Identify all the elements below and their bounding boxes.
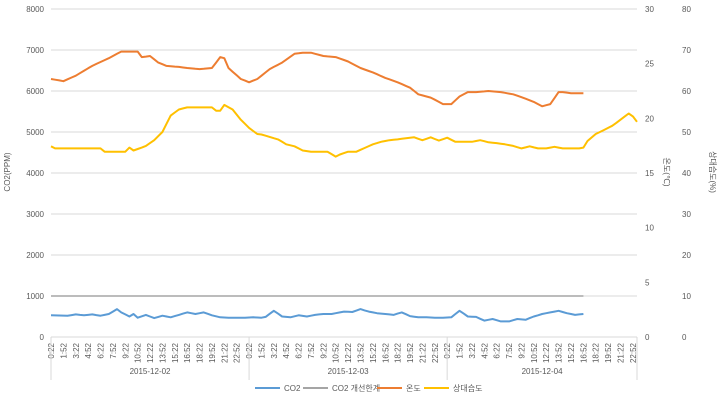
left-axis-tick-label: 4000 — [26, 169, 44, 178]
x-axis-tick-label: 7:52 — [307, 342, 316, 358]
x-axis-tick-label: 12:22 — [344, 342, 353, 363]
legend-label-co2: CO2 — [284, 384, 301, 393]
right-humidity-axis-title: 상대습도(%) — [708, 151, 718, 193]
series-lines — [50, 50, 638, 323]
x-axis-tick-label: 6:22 — [97, 342, 106, 358]
x-axis-tick-label: 21:22 — [616, 342, 625, 363]
x-axis-tick-label: 18:22 — [196, 342, 205, 363]
legend-label-co2-limit: CO2 개선한계 — [332, 383, 380, 393]
right-temperature-tick-label: 25 — [645, 60, 654, 69]
left-axis-tick-label: 3000 — [26, 210, 44, 219]
x-axis-tick-label: 18:22 — [592, 342, 601, 363]
right-humidity-tick-label: 40 — [682, 169, 691, 178]
x-axis-tick-label: 19:52 — [406, 342, 415, 363]
x-axis-tick-label: 4:52 — [84, 342, 93, 358]
x-axis-tick-label: 15:22 — [567, 342, 576, 363]
x-axis-tick-label: 22:52 — [233, 342, 242, 363]
x-axis-tick-label: 1:52 — [456, 342, 465, 358]
x-axis-tick-label: 4:52 — [480, 342, 489, 358]
x-axis-tick-label: 7:52 — [505, 342, 514, 358]
x-axis-tick-label: 10:52 — [332, 342, 341, 363]
x-axis-tick-label: 13:52 — [555, 342, 564, 363]
x-axis-tick-label: 22:52 — [431, 342, 440, 363]
x-axis-tick-label: 3:22 — [270, 342, 279, 358]
x-axis-tick-label: 18:22 — [394, 342, 403, 363]
left-axis-tick-label: 2000 — [26, 251, 44, 260]
x-axis-tick-label: 9:22 — [121, 342, 130, 358]
x-axis-tick-label: 10:52 — [530, 342, 539, 363]
x-axis-tick-label: 13:52 — [158, 342, 167, 363]
x-axis-tick-label: 9:22 — [319, 342, 328, 358]
legend-item-co2: CO2 — [255, 384, 301, 393]
x-axis-tick-label: 12:22 — [542, 342, 551, 363]
x-axis-tick-label: 3:22 — [468, 342, 477, 358]
x-axis-tick-label: 3:22 — [72, 342, 81, 358]
day-label: 2015-12-04 — [522, 367, 563, 376]
x-axis-tick-label: 19:52 — [604, 342, 613, 363]
x-axis-tick-label: 16:52 — [579, 342, 588, 363]
left-axis-title: CO2(PPM) — [3, 152, 12, 191]
right-humidity-tick-label: 20 — [682, 251, 691, 260]
legend-item-temperature: 온도 — [377, 384, 421, 393]
x-axis-tick-label: 6:22 — [295, 342, 304, 358]
right-humidity-axis-ticks: 0 10 20 30 40 50 60 70 80 — [682, 5, 691, 342]
right-humidity-tick-label: 80 — [682, 5, 691, 14]
left-axis-tick-label: 5000 — [26, 128, 44, 137]
series-line-co2 — [50, 308, 584, 323]
x-axis-tick-label: 10:52 — [134, 342, 143, 363]
left-axis-tick-label: 1000 — [26, 292, 44, 301]
x-axis-tick-label: 6:22 — [493, 342, 502, 358]
legend-label-humidity: 상대습도 — [453, 383, 482, 393]
x-axis-tick-label: 15:22 — [369, 342, 378, 363]
legend: CO2 CO2 개선한계 온도 상대습도 — [255, 383, 482, 393]
left-axis-tick-label: 6000 — [26, 87, 44, 96]
right-temperature-tick-label: 5 — [645, 278, 650, 287]
x-axis-tick-label: 16:52 — [381, 342, 390, 363]
legend-item-co2-limit: CO2 개선한계 — [303, 383, 380, 393]
right-temperature-axis-title: 온도(℃) — [662, 157, 671, 186]
left-axis-tick-label: 0 — [40, 333, 45, 342]
x-axis-tick-label: 7:52 — [109, 342, 118, 358]
right-humidity-tick-label: 10 — [682, 292, 691, 301]
legend-label-temperature: 온도 — [406, 384, 421, 393]
right-humidity-tick-label: 60 — [682, 87, 691, 96]
x-axis-tick-label: 16:52 — [183, 342, 192, 363]
x-axis-tick-label: 13:52 — [357, 342, 366, 363]
day-label: 2015-12-03 — [328, 367, 369, 376]
right-humidity-tick-label: 30 — [682, 210, 691, 219]
x-axis-tick-label: 22:52 — [629, 342, 638, 363]
series-line-temperature — [50, 50, 584, 108]
x-axis-tick-label: 21:22 — [418, 342, 427, 363]
x-axis-day-labels: 2015-12-02 2015-12-03 2015-12-04 — [50, 337, 638, 380]
x-axis-ticks: 0:221:523:224:526:227:529:2210:5212:2213… — [47, 342, 638, 363]
right-temperature-tick-label: 15 — [645, 169, 654, 178]
x-axis-tick-label: 15:22 — [171, 342, 180, 363]
series-line-humidity — [50, 103, 638, 158]
left-axis-tick-label: 7000 — [26, 46, 44, 55]
right-humidity-tick-label: 70 — [682, 46, 691, 55]
x-axis-tick-label: 4:52 — [282, 342, 291, 358]
left-axis-tick-label: 8000 — [26, 5, 44, 14]
x-axis-tick-label: 1:52 — [257, 342, 266, 358]
gridlines — [51, 8, 637, 338]
right-temperature-tick-label: 0 — [645, 333, 650, 342]
x-axis-tick-label: 9:22 — [517, 342, 526, 358]
right-temperature-tick-label: 30 — [645, 5, 654, 14]
x-axis-tick-label: 21:22 — [220, 342, 229, 363]
legend-item-humidity: 상대습도 — [424, 383, 482, 393]
right-humidity-tick-label: 0 — [682, 333, 687, 342]
x-axis-tick-label: 12:22 — [146, 342, 155, 363]
right-temperature-tick-label: 10 — [645, 224, 654, 233]
day-label: 2015-12-02 — [130, 367, 171, 376]
right-temperature-tick-label: 20 — [645, 114, 654, 123]
x-axis-tick-label: 1:52 — [59, 342, 68, 358]
right-temperature-axis-ticks: 0 5 10 15 20 25 30 — [645, 5, 654, 342]
right-humidity-tick-label: 50 — [682, 128, 691, 137]
x-axis-tick-label: 19:52 — [208, 342, 217, 363]
left-axis-ticks: 0 1000 2000 3000 4000 5000 6000 7000 8000 — [26, 5, 44, 342]
